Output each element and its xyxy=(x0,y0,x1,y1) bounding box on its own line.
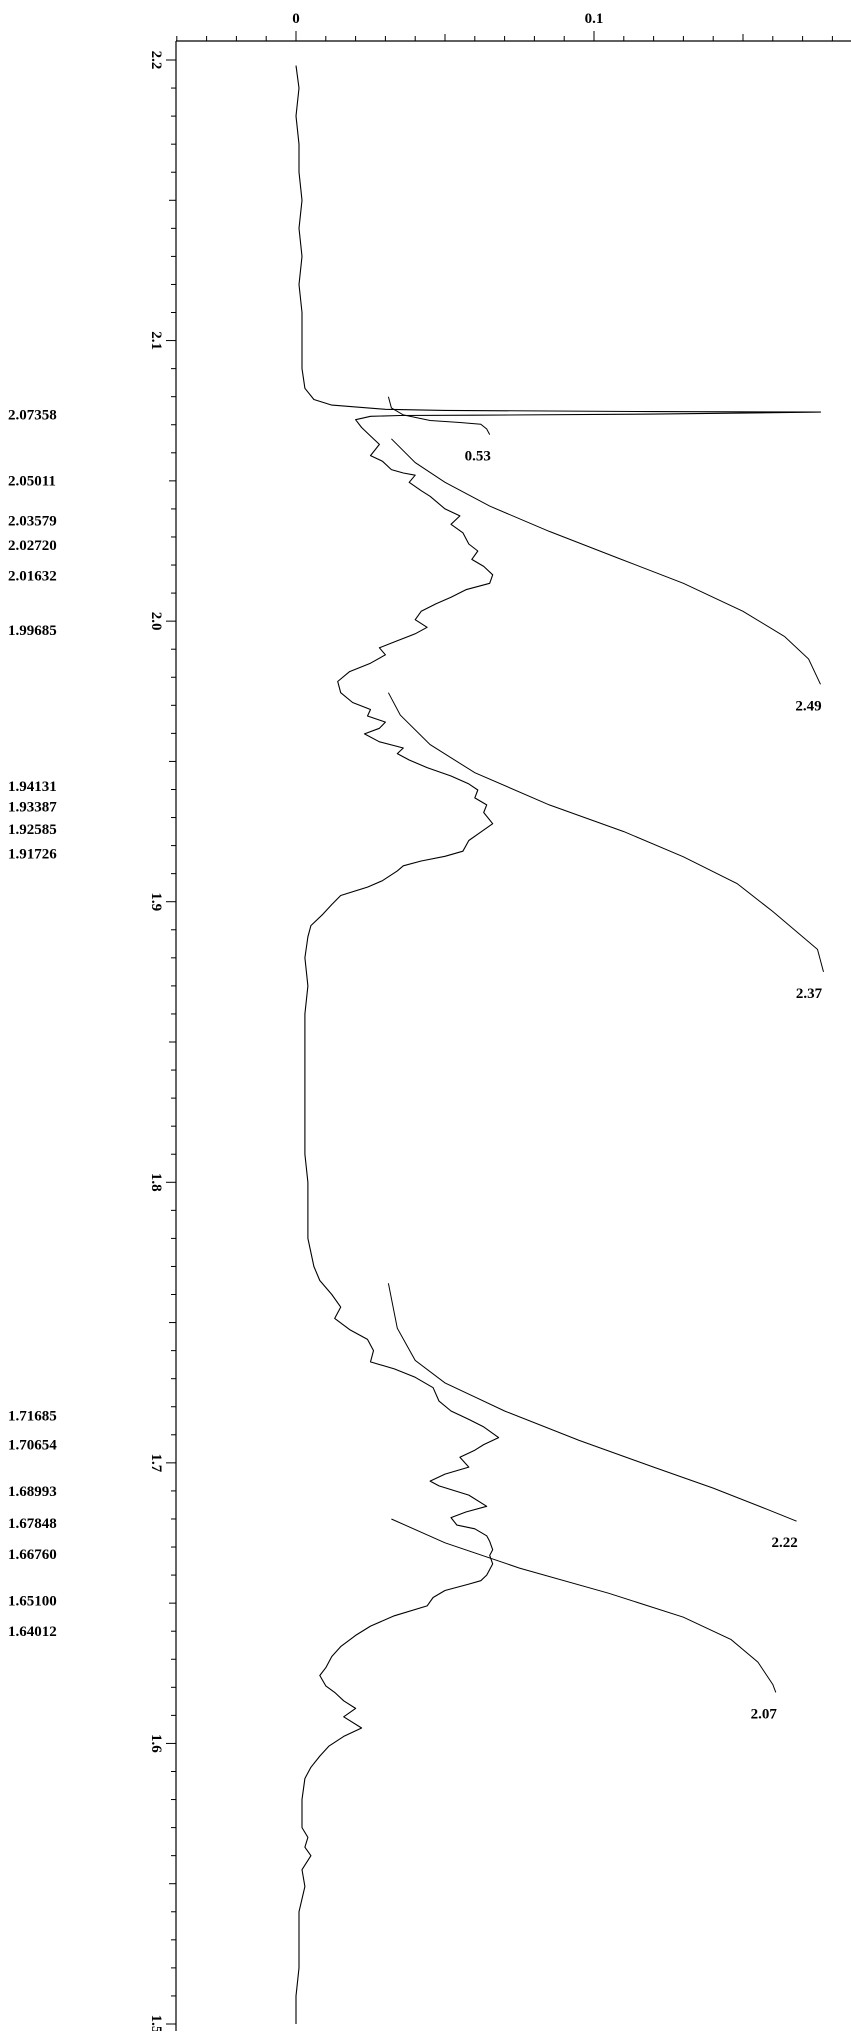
y-tick-label: 1.8 xyxy=(148,1173,164,1192)
integral-label: 0.53 xyxy=(465,449,491,465)
peak-labels: 2.07358 2.05011 2.03579 2.02720 2.01632 1.996… xyxy=(8,408,57,1640)
y-tick-label: 1.6 xyxy=(148,1734,164,1753)
y-tick-label: 2.0 xyxy=(148,612,164,631)
integral-label: 2.07 xyxy=(751,1706,778,1722)
peak-label: 2.05011 xyxy=(8,474,56,490)
peak-label: 1.68993 xyxy=(8,1484,57,1500)
integral-curve xyxy=(388,693,823,972)
peak-label: 2.07358 xyxy=(8,408,57,424)
peak-label: 1.67848 xyxy=(8,1516,57,1532)
x-tick-label: 0.1 xyxy=(585,11,604,27)
axes: 0 0.1 2.2 2.1 2.0 1.9 1.8 1.7 1.6 1.5 xyxy=(148,11,851,2031)
peak-label: 1.64012 xyxy=(8,1624,57,1640)
y-tick-label: 1.9 xyxy=(148,892,164,911)
y-tick-label: 2.2 xyxy=(148,51,164,70)
peak-label: 1.91726 xyxy=(8,846,57,862)
y-tick-label: 1.7 xyxy=(148,1453,164,1472)
x-tick-label: 0 xyxy=(292,11,300,27)
peak-label: 1.94131 xyxy=(8,779,57,795)
integral-label: 2.49 xyxy=(795,698,821,714)
peak-label: 2.02720 xyxy=(8,538,57,554)
peak-label: 1.99685 xyxy=(8,623,57,639)
peak-label: 2.01632 xyxy=(8,568,57,584)
integral-label: 2.37 xyxy=(796,986,823,1002)
integral-label: 2.22 xyxy=(772,1535,798,1551)
peak-label: 1.66760 xyxy=(8,1547,57,1563)
y-tick-label: 1.5 xyxy=(148,2015,164,2031)
peak-label: 1.65100 xyxy=(8,1593,57,1609)
peak-label: 1.93387 xyxy=(8,800,57,816)
peak-label: 1.92585 xyxy=(8,822,57,838)
peak-label: 1.71685 xyxy=(8,1409,57,1425)
curves xyxy=(296,66,821,2024)
spectrum-line xyxy=(296,66,821,2024)
peak-label: 1.70654 xyxy=(8,1438,57,1454)
integral-curve xyxy=(391,439,820,685)
integral-curve xyxy=(391,1519,775,1692)
peak-label: 2.03579 xyxy=(8,514,57,530)
y-tick-label: 2.1 xyxy=(148,331,164,350)
integral-curve xyxy=(388,1283,796,1521)
